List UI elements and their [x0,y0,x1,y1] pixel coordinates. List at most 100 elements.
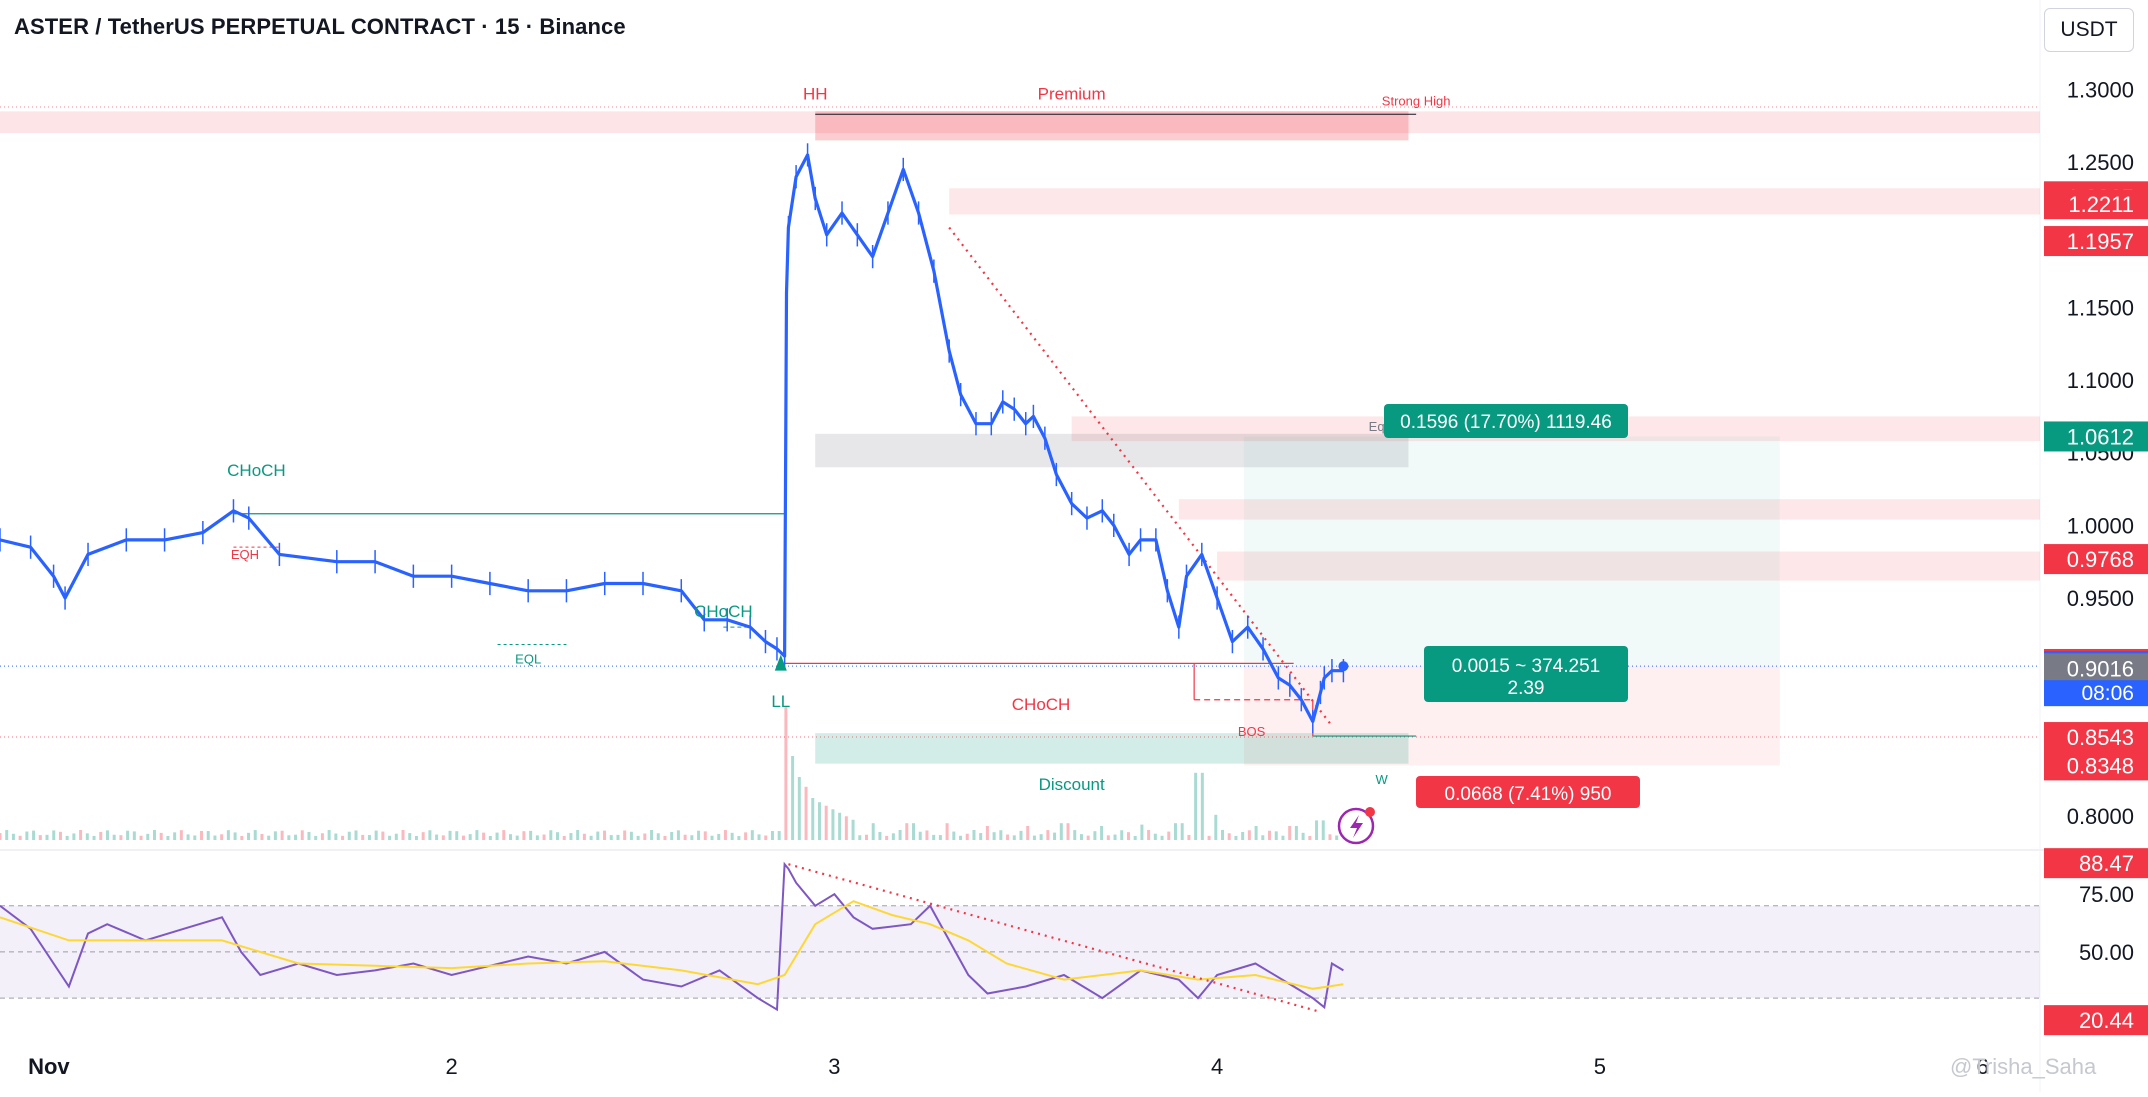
volume-bar [1308,835,1312,840]
volume-bar [1113,834,1117,840]
symbol-title[interactable]: ASTER / TetherUS PERPETUAL CONTRACT · 15… [14,14,626,39]
volume-bar [824,805,828,840]
rsi-axis-tick: 75.00 [2079,882,2134,907]
volume-bar [623,830,627,840]
rsi-line [0,861,1344,1012]
supply-zone-1 [949,188,2040,215]
volume-bar [656,833,660,840]
volume-bar [294,834,298,840]
volume-bar [435,834,439,840]
volume-bar [341,835,345,840]
volume-bar [448,830,452,840]
price-axis-tick: 0.8000 [2067,804,2134,829]
volume-bar [105,830,109,840]
price-level-box [2044,226,2148,257]
volume-bar [92,835,96,840]
volume-bar [1167,831,1171,840]
volume-bar [314,835,318,840]
currency-selector[interactable]: USDT [2044,8,2134,52]
volume-bar [1261,835,1265,840]
price-axis-tick: 1.1000 [2067,368,2134,393]
volume-bar [750,830,754,840]
volume-bar [1200,772,1204,840]
volume-bar [959,835,963,840]
volume-bar [871,823,875,840]
volume-bar [985,826,989,840]
notification-dot-icon [1365,807,1375,817]
volume-bar [804,786,808,840]
volume-bar [139,835,143,840]
volume-bar [381,831,385,840]
volume-bar [556,832,560,840]
annotation-strong-high: Strong High [1382,94,1451,109]
volume-bar [213,835,217,840]
volume-bar [1079,834,1083,840]
volume-bar [811,798,815,840]
price-level-label: 1.0612 [2067,424,2134,449]
volume-bar [777,831,781,840]
volume-bar [1126,832,1130,840]
price-axis-tick: 0.9500 [2067,586,2134,611]
volume-bar [1268,830,1272,840]
volume-bar [233,832,237,840]
price-level-box [2044,653,2148,684]
volume-bar [979,833,983,840]
volume-bar [300,830,304,840]
volume-bar [912,823,916,840]
volume-bar [5,830,9,840]
volume-bar [226,830,230,840]
price-level-box [2044,750,2148,781]
price-level-box [2044,189,2148,220]
volume-bar [737,835,741,840]
volume-bar [784,707,788,840]
volume-bar [18,835,22,840]
lightning-icon [1350,815,1363,838]
volume-bar [112,834,116,840]
volume-bar [287,835,291,840]
volume-bar [1026,826,1030,840]
volume-bar [1147,830,1151,840]
volume-bar [11,833,15,840]
price-axis-tick: 1.0000 [2067,513,2134,538]
volume-bar [414,835,418,840]
volume-bar [468,834,472,840]
volume-bar [1335,835,1339,840]
volume-bar [367,835,371,840]
volume-bar [596,831,600,840]
countdown-label: 08:06 [2081,682,2134,705]
volume-bar [267,835,271,840]
supply-zone-top [0,111,2040,134]
volume-bar [495,832,499,840]
price-level-box [2044,722,2148,753]
position-label-sub: 2.39 [1508,678,1545,699]
supply-zone-3 [1178,499,2040,520]
position-label: 0.0015 ~ 374.251 [1452,656,1600,677]
price-axis-tick: 1.2500 [2067,150,2134,175]
volume-bar [703,831,707,840]
volume-bar [408,833,412,840]
volume-bar [1093,831,1097,840]
volume-bar [891,833,895,840]
time-axis-tick: 6 [1976,1054,1988,1079]
volume-bar [730,832,734,840]
volume-bar [307,832,311,840]
volume-bar [697,830,701,840]
volume-bar [388,835,392,840]
volume-bar [334,833,338,840]
volume-bar [549,830,553,840]
volume-bar [1012,835,1016,840]
volume-bar [1254,826,1258,840]
volume-bar [1194,772,1198,840]
volume-bar [1053,832,1057,840]
volume-bar [508,834,512,840]
rsi-level-label: 20.44 [2079,1008,2134,1033]
volume-bar [529,830,533,840]
volume-bar [0,833,2,840]
volume-bar [200,830,204,840]
volume-bar [475,830,479,840]
volume-bar [72,833,76,840]
volume-bar [1281,835,1285,840]
volume-bar [52,830,56,840]
volume-bar [757,834,761,840]
